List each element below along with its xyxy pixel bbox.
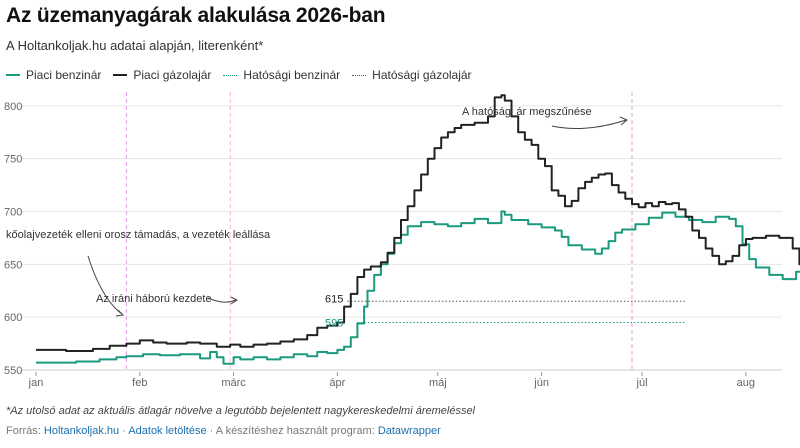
legend-item: Piaci gázolajár [113,68,211,82]
annotation-arrow [230,296,238,305]
x-tick-label: máj [429,377,447,389]
x-tick-label: jan [28,377,44,389]
data-label: 615 [325,293,343,305]
legend-label: Hatósági benzinár [243,68,341,82]
legend-item: Hatósági benzinár [223,68,340,82]
source-link[interactable]: Holtankoljak.hu [43,425,120,437]
x-tick-label: júl [636,377,648,389]
series-line [36,94,800,352]
annotation-arrow [207,297,237,303]
chart-subtitle: A Holtankoljak.hu adatai alapján, litere… [6,38,264,53]
legend-swatch [223,74,238,76]
y-tick-label: 550 [4,365,22,377]
chart-svg: 550 600 650 700 750 800 jan feb márc ápr máj jún jú… [4,92,800,389]
made-with-label: A készítéshez használt program: [215,425,375,437]
download-data-link[interactable]: Adatok letöltése [128,425,207,437]
legend-item: Hatósági gázolajár [352,68,472,82]
footer-separator: · [122,425,126,437]
footnote: *Az utolsó adat az aktuális átlagár növe… [6,405,476,417]
legend: Piaci benzinár Piaci gázolajár Hatósági … [6,66,484,84]
chart-area: 550 600 650 700 750 800 jan feb márc ápr máj jún jú… [0,84,800,390]
x-tick-label: márc [221,377,246,389]
x-tick-label: ápr [329,377,345,389]
annotations: kőolajvezeték elleni orosz támadás, a ve… [6,106,628,317]
footer-separator: · [209,425,214,437]
x-axis: jan feb márc ápr máj jún júl aug [28,372,755,389]
x-tick-label: feb [132,377,147,389]
legend-label: Piaci benzinár [26,68,102,82]
x-tick-label: aug [737,377,755,389]
legend-item: Piaci benzinár [6,68,101,82]
event-lines [125,92,633,370]
annotation-arrow [115,309,125,317]
source-label: Forrás: [6,425,41,437]
datawrapper-link[interactable]: Datawrapper [377,425,441,437]
annotation-price-cap-end: A hatósági ár megszűnése [462,106,592,118]
y-tick-label: 650 [4,259,22,271]
series-line [36,210,800,365]
legend-swatch [6,74,20,76]
annotation-arrow [619,116,628,126]
chart-title: Az üzemanyagárak alakulása 2026-ban [6,4,386,27]
legend-swatch [352,74,367,76]
y-axis: 550 600 650 700 750 800 [4,101,22,377]
y-tick-label: 750 [4,154,22,166]
y-tick-label: 800 [4,101,22,113]
gridlines [22,105,782,371]
annotation-pipeline: kőolajvezeték elleni orosz támadás, a ve… [6,229,271,241]
y-tick-label: 600 [4,312,22,324]
source-footer: Forrás: Holtankoljak.hu · Adatok letölté… [6,425,441,437]
annotation-iran-war: Az iráni háború kezdete [96,293,212,305]
x-tick-label: jún [533,377,549,389]
annotation-arrow [551,119,627,129]
series-lines [36,94,800,365]
legend-swatch [113,74,128,76]
y-tick-label: 700 [4,207,22,219]
point-labels: 615595657576 [325,293,343,329]
legend-label: Piaci gázolajár [133,68,212,82]
legend-label: Hatósági gázolajár [372,68,472,82]
data-label: 595 [325,317,343,329]
